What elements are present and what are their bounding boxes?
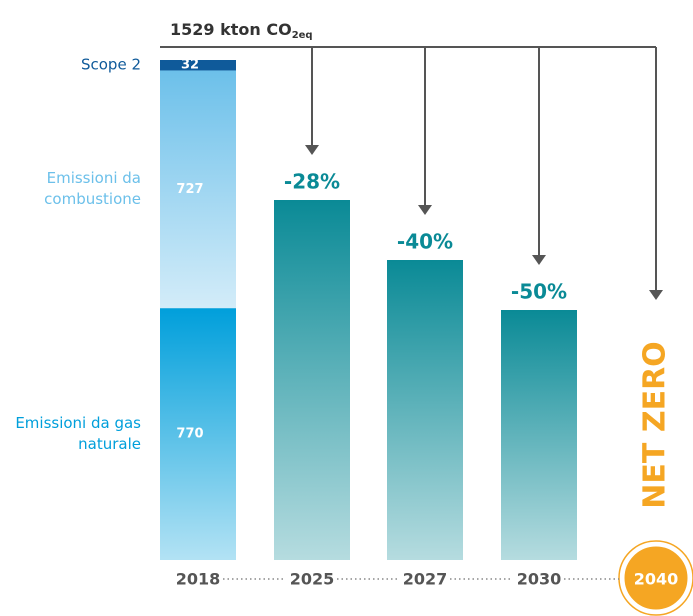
year-badge: [621, 543, 691, 613]
arrow-head: [649, 290, 663, 300]
value-label: -40%: [397, 230, 453, 254]
value-label: -50%: [511, 280, 567, 304]
x-tick-label: 2018: [176, 570, 221, 589]
chart-title: 1529 kton CO2eq: [170, 20, 313, 42]
value-label: 770: [176, 427, 203, 442]
series-label: Emissioni da gas naturale: [15, 414, 141, 454]
series-label: Emissioni da combustione: [44, 169, 141, 209]
arrow-head: [418, 205, 432, 215]
arrow-head: [532, 255, 546, 265]
x-tick-label: 2027: [403, 570, 448, 589]
x-tick-label: 2030: [517, 570, 562, 589]
bar: [274, 200, 350, 560]
bar-segment: [160, 308, 236, 560]
x-tick-label: 2040: [634, 570, 679, 589]
year-badge-ring: [618, 540, 693, 616]
net-zero-label: NET ZERO: [638, 341, 673, 508]
value-label: 727: [176, 182, 203, 197]
arrow-head: [305, 145, 319, 155]
value-label: 32: [181, 58, 199, 73]
bar: [387, 260, 463, 560]
bar-segment: [160, 60, 236, 71]
x-tick-label: 2025: [290, 570, 335, 589]
value-label: -28%: [284, 170, 340, 194]
series-label: Scope 2: [80, 55, 141, 74]
bar: [501, 310, 577, 560]
bar-segment: [160, 70, 236, 309]
